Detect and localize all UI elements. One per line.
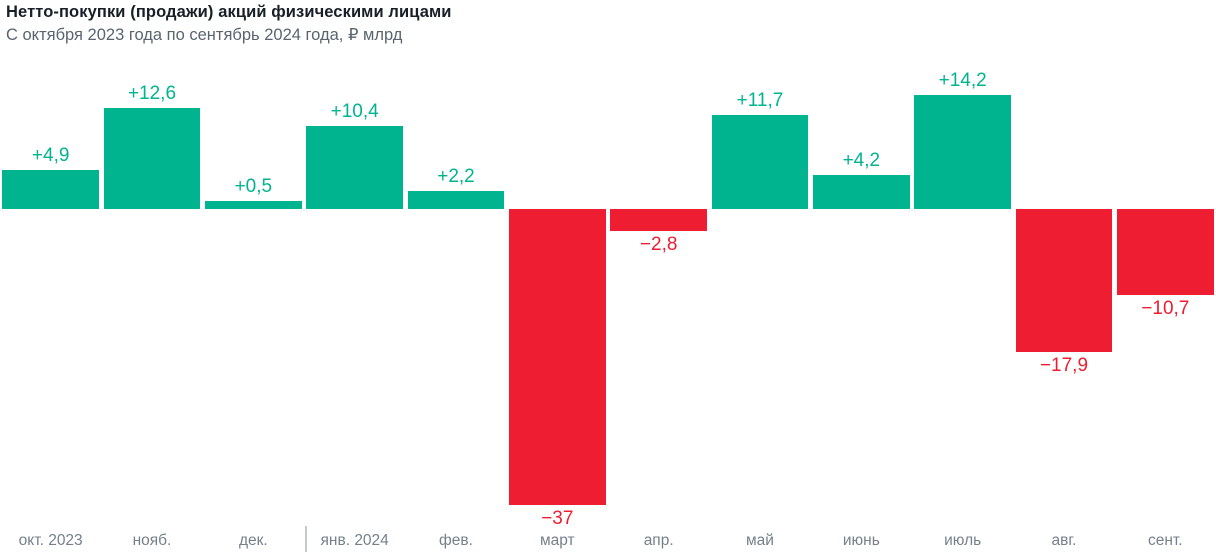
bar-value-label: +2,2 xyxy=(437,166,475,187)
x-axis-label: окт. 2023 xyxy=(18,532,83,549)
chart-bar xyxy=(407,191,505,209)
bar-value-label: +10,4 xyxy=(330,101,379,122)
chart-subtitle: С октября 2023 года по сентябрь 2024 год… xyxy=(6,26,403,44)
chart-title: Нетто-покупки (продажи) акций физическим… xyxy=(6,3,452,21)
chart-bar xyxy=(2,170,100,209)
x-axis-label: июль xyxy=(944,532,982,549)
bar-value-label: +0,5 xyxy=(234,176,273,197)
x-axis-label: нояб. xyxy=(132,532,172,549)
bar-value-label: +14,2 xyxy=(938,70,987,91)
chart-bar xyxy=(1015,209,1113,352)
x-axis-label: янв. 2024 xyxy=(320,532,389,549)
x-axis-label: апр. xyxy=(643,532,674,549)
bar-value-label: −2,8 xyxy=(639,234,678,255)
x-axis-label: июнь xyxy=(842,532,880,549)
chart-bar xyxy=(711,115,809,209)
chart-bar xyxy=(103,108,201,209)
x-axis-label: май xyxy=(746,532,774,549)
bar-value-label: −17,9 xyxy=(1039,355,1089,376)
chart-bar xyxy=(204,201,302,209)
x-axis-label: дек. xyxy=(238,532,268,549)
bar-value-label: +4,9 xyxy=(31,145,70,166)
bar-value-label: +4,2 xyxy=(842,150,881,171)
chart-bar xyxy=(306,126,404,209)
chart-bar xyxy=(610,209,708,231)
bar-value-label: +11,7 xyxy=(736,90,784,111)
year-separator-line xyxy=(304,526,307,552)
bar-value-label: −10,7 xyxy=(1141,298,1190,319)
bar-value-label: +12,6 xyxy=(127,83,177,104)
chart-bar xyxy=(914,95,1012,209)
x-axis-label: март xyxy=(539,532,575,549)
x-axis-label: авг. xyxy=(1051,532,1077,549)
chart-bar xyxy=(1116,209,1214,295)
chart-bar xyxy=(812,175,910,209)
chart-bar xyxy=(508,209,606,505)
x-axis-label: фев. xyxy=(439,532,473,549)
x-axis-label: сент. xyxy=(1148,532,1183,549)
bar-value-label: −37 xyxy=(541,508,574,529)
